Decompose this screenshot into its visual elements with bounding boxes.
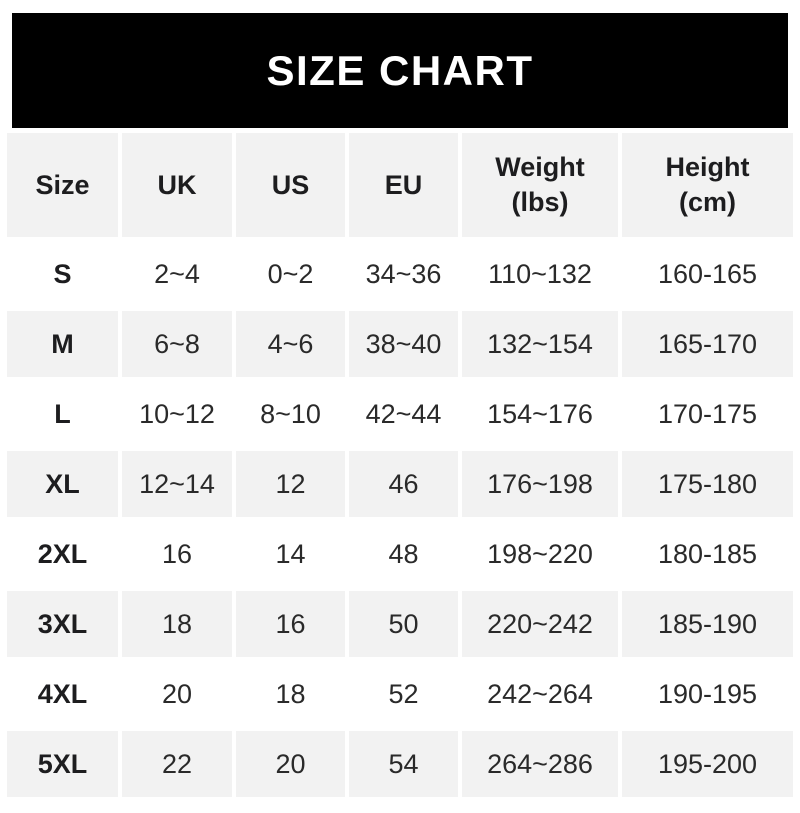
table-cell: 198~220 — [462, 521, 618, 587]
table-cell: 34~36 — [349, 241, 458, 307]
row-label-cell: L — [7, 381, 118, 447]
row-label-cell: 2XL — [7, 521, 118, 587]
table-cell: 154~176 — [462, 381, 618, 447]
table-cell: 180-185 — [622, 521, 793, 587]
table-row-m: M 6~8 4~6 38~40 132~154 165-170 — [7, 311, 793, 377]
table-cell: 50 — [349, 591, 458, 657]
table-cell: 20 — [122, 661, 232, 727]
table-cell: 18 — [236, 661, 345, 727]
table-cell: 160-165 — [622, 241, 793, 307]
table-cell: 264~286 — [462, 731, 618, 797]
table-cell: 16 — [122, 521, 232, 587]
table-cell: 190-195 — [622, 661, 793, 727]
table-cell: 20 — [236, 731, 345, 797]
table-cell: 170-175 — [622, 381, 793, 447]
table-row-4xl: 4XL 20 18 52 242~264 190-195 — [7, 661, 793, 727]
column-header-weight: Weight (lbs) — [462, 133, 618, 237]
table-cell: 46 — [349, 451, 458, 517]
table-cell: 110~132 — [462, 241, 618, 307]
table-cell: 38~40 — [349, 311, 458, 377]
table-cell: 10~12 — [122, 381, 232, 447]
column-header-height: Height (cm) — [622, 133, 793, 237]
table-cell: 48 — [349, 521, 458, 587]
column-header-us: US — [236, 133, 345, 237]
row-label-cell: 4XL — [7, 661, 118, 727]
table-row-5xl: 5XL 22 20 54 264~286 195-200 — [7, 731, 793, 797]
column-header-eu: EU — [349, 133, 458, 237]
table-cell: 195-200 — [622, 731, 793, 797]
table-cell: 12~14 — [122, 451, 232, 517]
table-cell: 14 — [236, 521, 345, 587]
row-label-cell: XL — [7, 451, 118, 517]
table-cell: 165-170 — [622, 311, 793, 377]
row-label-cell: S — [7, 241, 118, 307]
table-row-l: L 10~12 8~10 42~44 154~176 170-175 — [7, 381, 793, 447]
table-cell: 18 — [122, 591, 232, 657]
table-row-s: S 2~4 0~2 34~36 110~132 160-165 — [7, 241, 793, 307]
table-cell: 6~8 — [122, 311, 232, 377]
page-title: SIZE CHART — [266, 46, 534, 94]
table-row-3xl: 3XL 18 16 50 220~242 185-190 — [7, 591, 793, 657]
table-header-row: Size UK US EU Weight (lbs) Height (cm) — [7, 133, 793, 237]
table-cell: 220~242 — [462, 591, 618, 657]
row-label-cell: M — [7, 311, 118, 377]
table-row-xl: XL 12~14 12 46 176~198 175-180 — [7, 451, 793, 517]
table-cell: 42~44 — [349, 381, 458, 447]
row-label-cell: 5XL — [7, 731, 118, 797]
column-header-uk: UK — [122, 133, 232, 237]
table-cell: 0~2 — [236, 241, 345, 307]
table-cell: 52 — [349, 661, 458, 727]
table-cell: 242~264 — [462, 661, 618, 727]
table-cell: 16 — [236, 591, 345, 657]
table-cell: 8~10 — [236, 381, 345, 447]
table-cell: 2~4 — [122, 241, 232, 307]
row-label-cell: 3XL — [7, 591, 118, 657]
table-cell: 54 — [349, 731, 458, 797]
table-cell: 185-190 — [622, 591, 793, 657]
table-cell: 12 — [236, 451, 345, 517]
table-cell: 22 — [122, 731, 232, 797]
table-cell: 175-180 — [622, 451, 793, 517]
table-cell: 176~198 — [462, 451, 618, 517]
size-chart-banner: SIZE CHART — [12, 13, 788, 128]
table-cell: 132~154 — [462, 311, 618, 377]
table-row-2xl: 2XL 16 14 48 198~220 180-185 — [7, 521, 793, 587]
column-header-size: Size — [7, 133, 118, 237]
table-cell: 4~6 — [236, 311, 345, 377]
size-table: Size UK US EU Weight (lbs) Height (cm) S… — [7, 133, 793, 797]
